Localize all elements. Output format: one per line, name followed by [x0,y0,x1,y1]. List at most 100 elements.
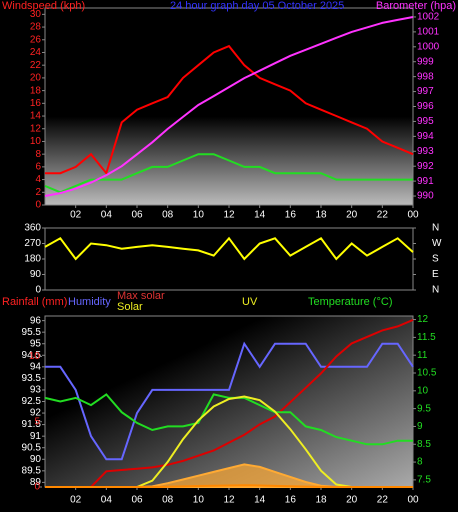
x-tick-label: 00 [407,495,419,506]
y2-tick-label: 11 [417,350,428,361]
series-line [44,393,413,446]
y-tick-label: 89 [30,477,42,488]
y2-tick-label: W [432,238,442,249]
plot-area [44,7,414,206]
y-tick-label: 90 [30,269,42,280]
temperature-label: Temperature (°C) [308,296,392,308]
x-tick-label: 16 [285,210,297,221]
x-tick-label: 06 [131,495,143,506]
x-tick-label: 10 [193,210,205,221]
y-tick-label: 94 [30,361,42,372]
y-tick-label: 94.5 [22,350,42,361]
y-tick-label: 90 [30,454,42,465]
max-solar-label: Max solar [117,290,165,302]
x-tick-label: 08 [162,210,174,221]
y-tick-label: 93 [30,385,42,396]
y2-label: Barometer (hpa) [376,0,456,12]
y2-tick-label: 994 [417,131,434,142]
y2-tick-label: 1000 [417,41,440,52]
y2-tick-label: 990 [417,191,434,202]
y-tick-label: 28 [30,22,42,33]
y-tick-label: 10 [30,136,42,147]
y3-tick-label: 5 [34,416,40,427]
y2-tick-label: 9.5 [417,403,431,414]
series-line [44,16,414,197]
x-tick-label: 06 [131,210,143,221]
x-tick-label: 04 [101,210,113,221]
y-tick-label: 24 [30,47,42,58]
x-tick-label: 02 [70,495,82,506]
x-tick-label: 12 [223,495,235,506]
y-tick-label: 16 [30,98,42,109]
rain-label: Rainfall (mm) [2,296,67,308]
y2-tick-label: 995 [417,116,434,127]
y2-tick-label: 1002 [417,12,440,23]
y-tick-label: 0 [35,200,41,211]
series-line [45,44,414,176]
x-tick-label: 12 [223,210,235,221]
y-tick-label: 92.5 [22,396,42,407]
y-tick-label: 180 [24,254,41,265]
y-tick-label: 22 [30,60,42,71]
solar-label: Solar [117,301,143,313]
x-tick-label: 18 [315,495,327,506]
y2-tick-label: 999 [417,56,434,67]
y2-tick-label: S [432,254,439,265]
y2-tick-label: 12 [417,314,429,325]
y-tick-label: 30 [30,9,42,20]
series-line [44,236,414,261]
y-tick-label: 270 [24,238,41,249]
y-tick-label: 0 [35,285,41,296]
y-tick-label: 26 [30,34,42,45]
humidity-label: Humidity [68,296,111,308]
y2-tick-label: 1001 [417,27,440,38]
y-tick-label: 12 [30,123,42,134]
y-tick-label: 91 [30,431,42,442]
y-tick-label: 92 [30,408,42,419]
y3-tick-label: 10 [29,351,41,362]
series-line [44,153,413,194]
y-tick-label: 8 [35,149,41,160]
x-tick-label: 02 [70,210,82,221]
x-tick-label: 18 [315,210,327,221]
x-tick-label: 14 [254,495,266,506]
chart-title: 24 hour graph day 05 October 2025 [170,0,344,12]
y-tick-label: 20 [30,73,42,84]
y-label: Windspeed (kph) [2,0,85,12]
uv-label: UV [242,296,258,308]
y-tick-label: 14 [30,111,42,122]
y2-tick-label: 998 [417,71,434,82]
y2-tick-label: 11.5 [417,332,436,343]
x-tick-label: 00 [407,210,419,221]
y2-tick-label: 9 [417,421,423,432]
y-tick-label: 96 [30,315,42,326]
y2-tick-label: N [432,223,439,234]
x-tick-label: 14 [254,210,266,221]
y-tick-label: 2 [35,187,41,198]
series-line [45,318,414,488]
y-tick-label: 4 [35,174,41,185]
y-tick-label: 91.5 [22,419,42,430]
x-tick-label: 08 [162,495,174,506]
y-tick-label: 18 [30,85,42,96]
y2-tick-label: 993 [417,146,434,157]
y2-tick-label: 991 [417,176,434,187]
y-tick-label: 95.5 [22,327,42,338]
y2-tick-label: E [432,269,439,280]
x-tick-label: 16 [285,495,297,506]
x-tick-label: 20 [346,495,358,506]
y2-tick-label: 8.5 [417,439,431,450]
y-tick-label: 6 [35,162,41,173]
y-tick-label: 90.5 [22,442,42,453]
x-tick-label: 20 [346,210,358,221]
y2-tick-label: 8 [417,457,423,468]
y2-tick-label: 7.5 [417,475,431,486]
y2-tick-label: N [432,285,439,296]
x-tick-label: 22 [377,210,389,221]
x-tick-label: 10 [193,495,205,506]
x-tick-label: 04 [101,495,113,506]
y-tick-label: 89.5 [22,465,42,476]
y-tick-label: 93.5 [22,373,42,384]
x-tick-label: 22 [377,495,389,506]
y3-tick-label: 0 [34,482,40,493]
